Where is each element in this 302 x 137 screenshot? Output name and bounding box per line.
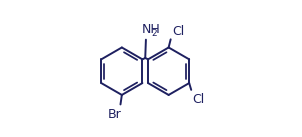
Text: NH: NH <box>142 23 161 36</box>
Text: 2: 2 <box>151 29 157 38</box>
Text: Cl: Cl <box>193 93 205 106</box>
Text: Cl: Cl <box>173 25 185 38</box>
Text: Br: Br <box>108 108 121 121</box>
